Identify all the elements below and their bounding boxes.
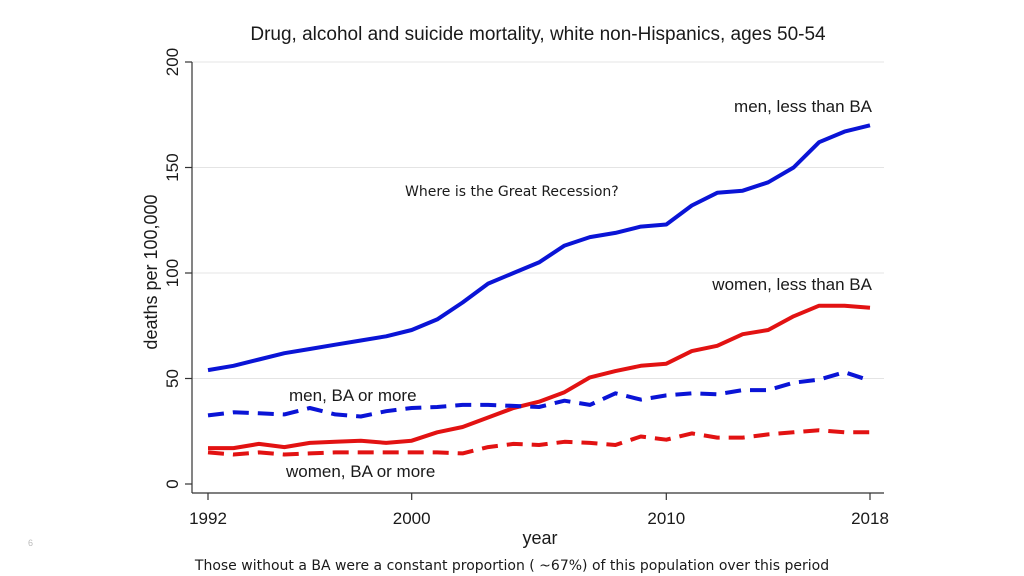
y-tick-label-0: 0 — [163, 479, 182, 488]
series-lines — [207, 123, 871, 457]
series-label-women-less-than-ba: women, less than BA — [711, 275, 872, 294]
y-tick-label-100: 100 — [163, 259, 182, 287]
y-axis-label: deaths per 100,000 — [141, 194, 161, 349]
grid-lines — [192, 61, 884, 379]
axes: 0 50 100 150 200 1992 2000 2010 2018 — [163, 48, 889, 528]
footnote: Those without a BA were a constant propo… — [194, 558, 829, 574]
y-tick-label-50: 50 — [163, 369, 182, 388]
series-line-women-less-than-ba — [208, 303, 871, 451]
x-tick-label-2018: 2018 — [851, 509, 889, 528]
x-axis-label: year — [522, 528, 557, 548]
x-tick-label-1992: 1992 — [189, 509, 227, 528]
great-recession-annotation: Where is the Great Recession? — [405, 184, 619, 200]
x-tick-label-2010: 2010 — [647, 509, 685, 528]
series-line-women-ba-or-more — [207, 428, 870, 457]
x-tick-label-2000: 2000 — [393, 509, 431, 528]
series-line-men-ba-or-more — [207, 370, 871, 419]
series-line-men-less-than-ba — [207, 123, 871, 373]
y-tick-label-150: 150 — [163, 153, 182, 181]
series-label-women-ba-or-more: women, BA or more — [285, 462, 435, 481]
series-label-men-ba-or-more: men, BA or more — [289, 386, 417, 405]
series-labels: men, less than BA women, less than BA men,… — [285, 97, 873, 481]
chart-title: Drug, alcohol and suicide mortality, whi… — [250, 24, 826, 45]
series-label-men-less-than-ba: men, less than BA — [734, 97, 873, 116]
slide-number: 6 — [28, 538, 33, 548]
y-tick-label-200: 200 — [163, 48, 182, 76]
